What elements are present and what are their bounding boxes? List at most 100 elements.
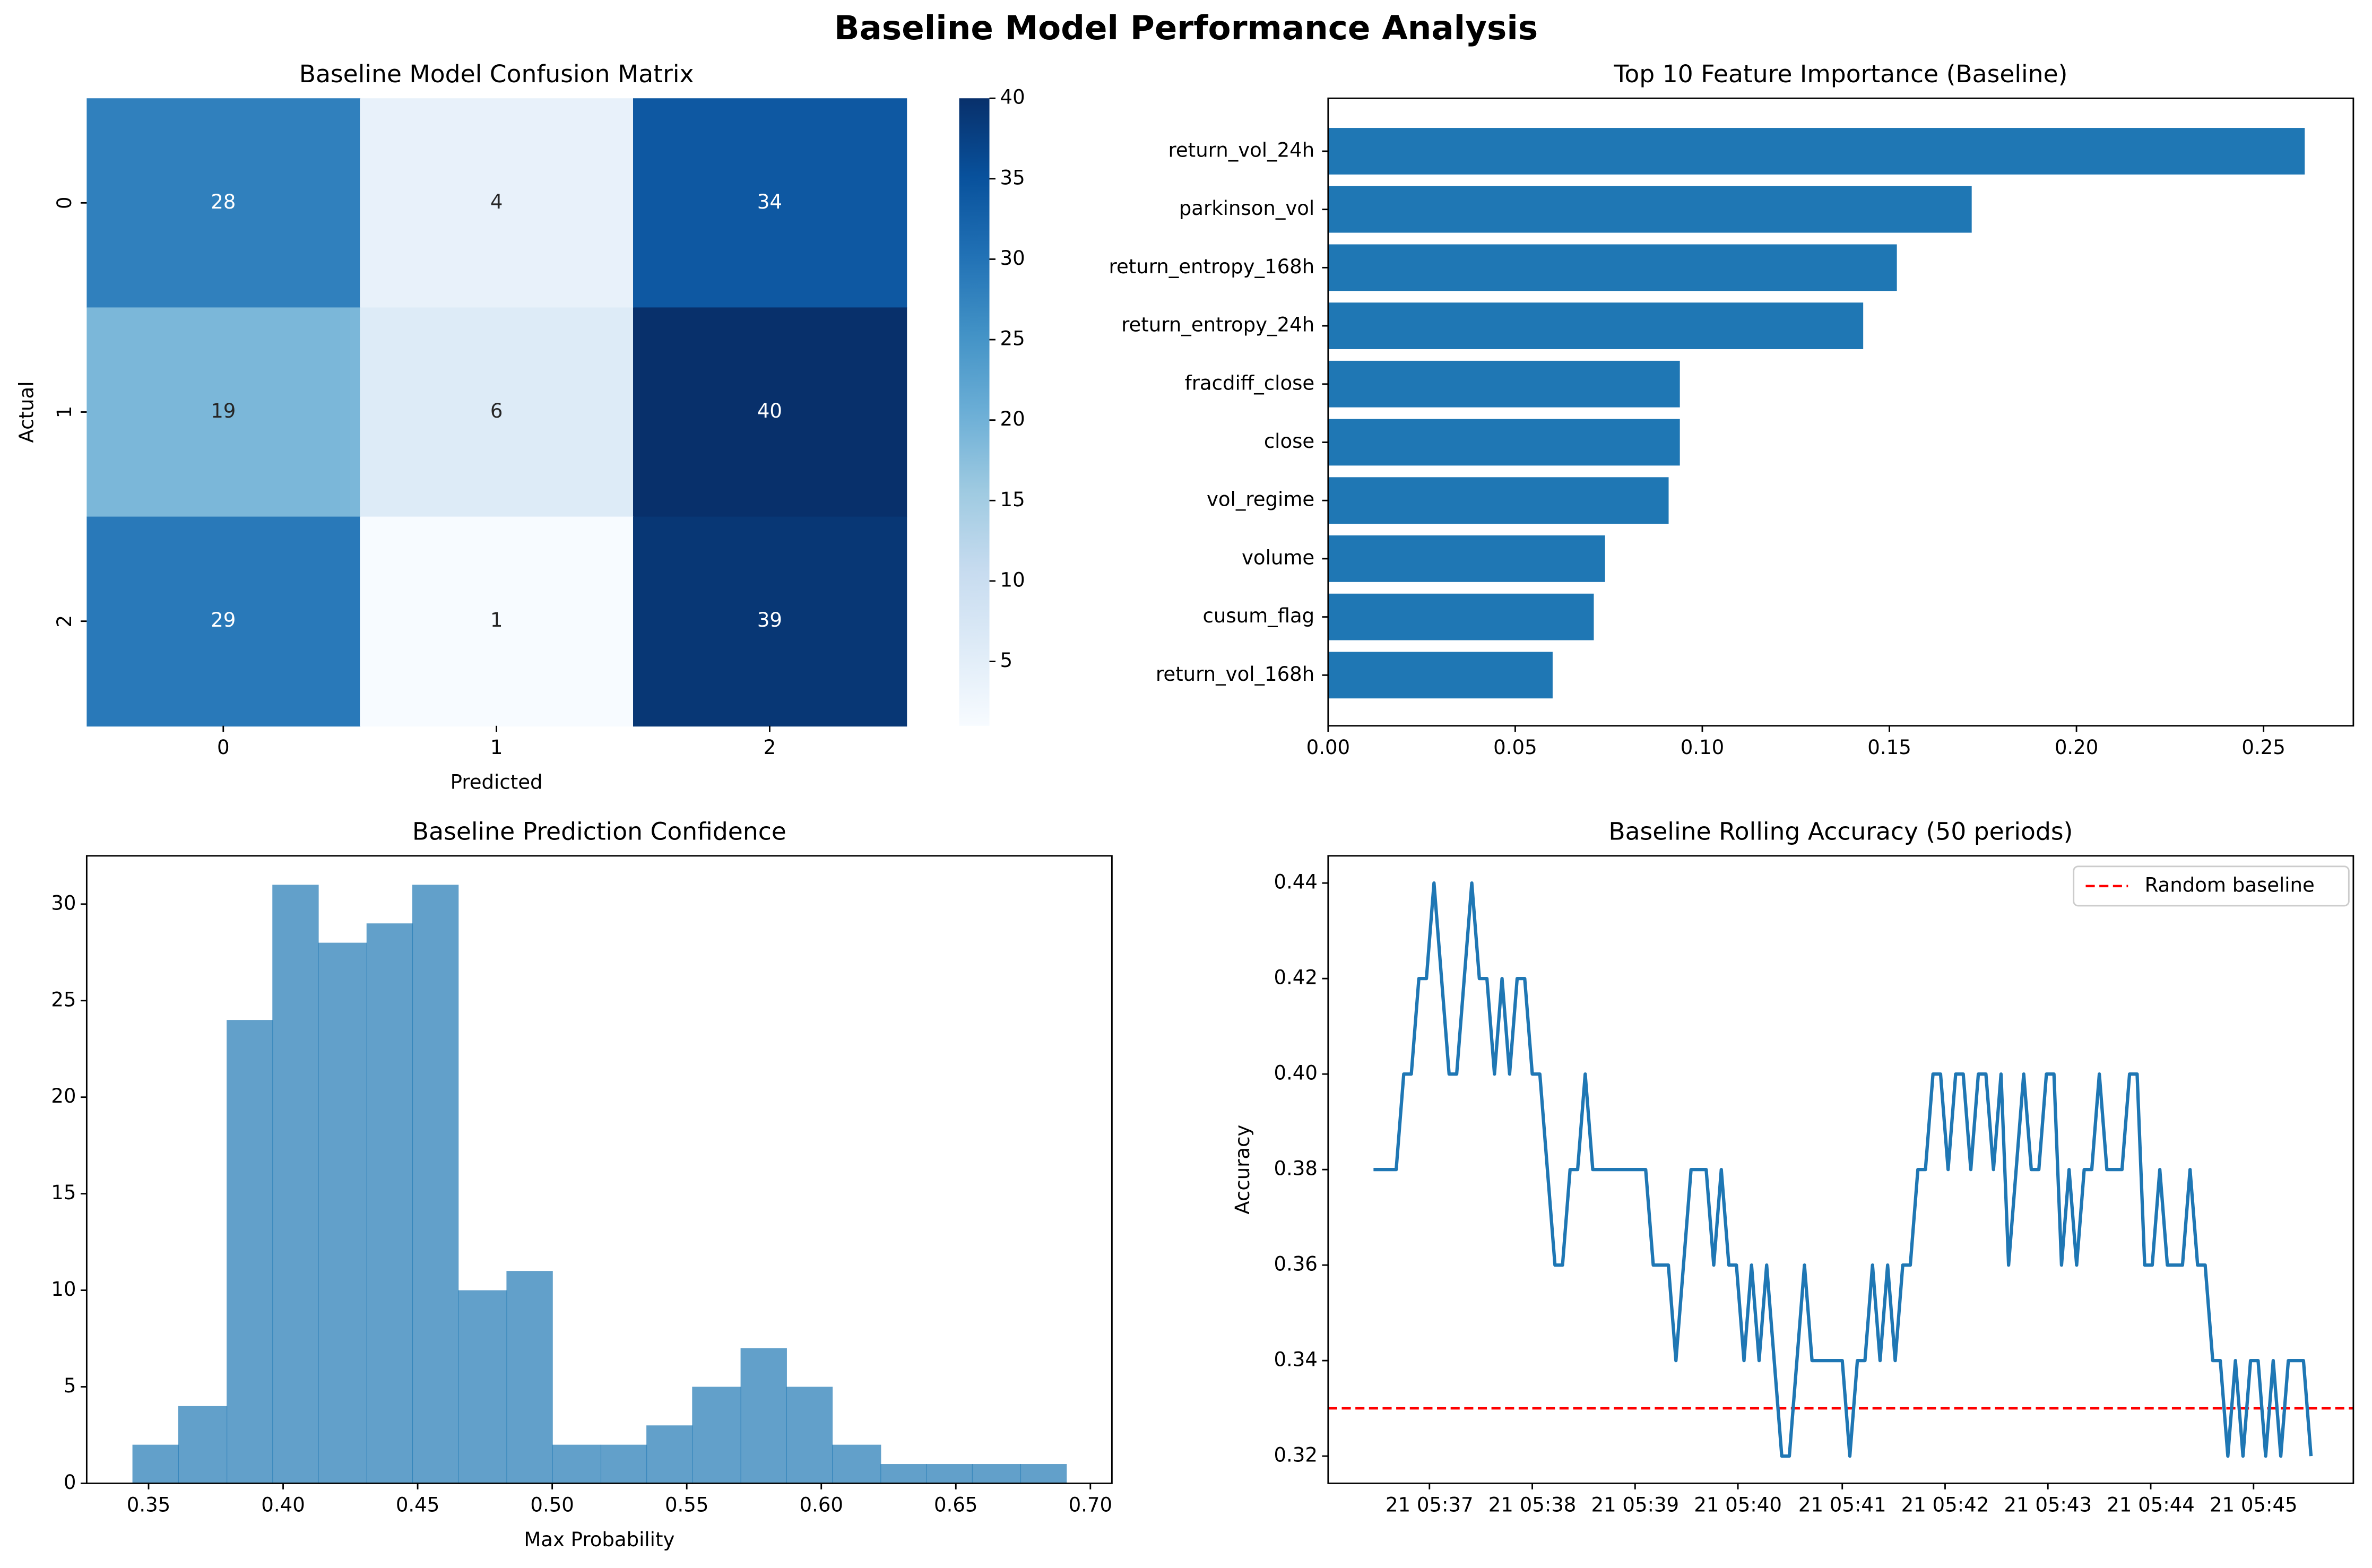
x-tick-label: 21 05:44 [2107,1494,2195,1517]
colorbar-tick-label: 5 [1000,649,1013,672]
histogram-bar [972,1464,1021,1484]
histogram-bar [132,1444,179,1484]
histogram-bar [506,1271,553,1484]
y-tick-label: vol_regime [1207,488,1314,511]
colorbar-tick-label: 15 [1000,488,1025,511]
x-tick-label: 0.55 [665,1494,708,1517]
cell-label: 39 [757,609,782,631]
y-tick-label: 0.36 [1274,1253,1317,1276]
chart-title: Baseline Model Confusion Matrix [299,60,694,88]
heatmap-cell [633,98,907,308]
chart-title: Baseline Rolling Accuracy (50 periods) [1608,818,2073,846]
y-tick-label: 0.32 [1274,1444,1317,1467]
x-tick-label: 0.00 [1306,736,1350,759]
y-tick-label: 0.34 [1274,1348,1317,1371]
histogram-bar [366,923,413,1484]
y-axis-title: Actual [15,381,38,443]
heatmap-cell [86,98,361,308]
y-tick-label: 2 [53,615,76,628]
x-tick-label: 0.65 [934,1494,977,1517]
colorbar-tick-label: 10 [1000,568,1025,591]
bar [1328,535,1605,582]
legend-label: Random baseline [2145,873,2315,896]
x-tick-label: 21 05:41 [1798,1494,1886,1517]
y-tick-label: volume [1242,546,1314,569]
y-tick-label: fracdiff_close [1185,371,1315,394]
y-tick-label: close [1264,430,1314,453]
y-tick-label: 0.44 [1274,871,1317,894]
y-tick-label: return_entropy_168h [1109,255,1315,278]
heatmap-cell [86,307,361,518]
y-tick-label: 1 [53,406,76,419]
x-tick-label: 0.40 [261,1494,305,1517]
heatmap-cell [360,307,634,518]
plot-frame [85,855,1113,1484]
histogram-bar [646,1425,693,1484]
histogram-bar [740,1348,787,1484]
y-tick-label: return_entropy_24h [1121,314,1314,336]
x-tick-label: 0.20 [2055,736,2098,759]
colorbar [959,98,990,726]
heatmap-cell [633,307,907,518]
plot-frame [1327,855,2354,1484]
x-axis-title: Max Probability [524,1528,674,1551]
cell-label: 4 [490,190,503,213]
x-tick-label: 0.35 [127,1494,170,1517]
x-tick-label: 21 05:39 [1591,1494,1680,1517]
cell-label: 19 [211,400,236,422]
x-tick-label: 0.15 [1867,736,1911,759]
legend [2073,865,2350,907]
colorbar-tick-label: 30 [1000,247,1025,270]
x-tick-label: 21 05:38 [1488,1494,1577,1517]
histogram-bar [272,885,319,1484]
bar [1328,593,1594,640]
y-tick-label: 0.38 [1274,1157,1317,1180]
x-tick-label: 21 05:43 [2004,1494,2092,1517]
y-axis-title: Accuracy [1231,1125,1254,1215]
y-tick-label: return_vol_168h [1156,663,1314,686]
y-tick-label: return_vol_24h [1168,138,1314,161]
x-tick-label: 0.10 [1681,736,1724,759]
cell-label: 34 [757,190,782,213]
cell-label: 28 [211,190,236,213]
y-tick-label: 0 [64,1471,76,1494]
colorbar-tick-label: 35 [1000,166,1025,189]
colorbar-tick-label: 20 [1000,408,1025,430]
cell-label: 6 [490,400,503,422]
y-tick-label: 0.40 [1274,1062,1317,1085]
histogram-bar [692,1387,741,1484]
x-tick-label: 1 [490,736,503,759]
histogram-bar [832,1444,881,1484]
bar [1328,302,1864,349]
y-tick-label: 0.42 [1274,966,1317,989]
x-tick-label: 0.60 [799,1494,843,1517]
x-tick-label: 0.25 [2241,736,2285,759]
x-tick-label: 21 05:37 [1386,1494,1474,1517]
y-tick-label: 30 [51,891,76,914]
heatmap-cell [360,98,634,308]
histogram-bar [458,1290,507,1484]
chart-title: Top 10 Feature Importance (Baseline) [1613,60,2067,88]
x-tick-label: 0.50 [530,1494,574,1517]
histogram-bar [318,942,367,1484]
x-tick-label: 21 05:42 [1901,1494,1989,1517]
x-tick-label: 0.70 [1069,1494,1112,1517]
y-tick-label: 15 [51,1181,76,1204]
heatmap-cell [86,516,361,727]
cell-label: 29 [211,609,236,631]
y-tick-label: 5 [64,1374,76,1397]
histogram-bar [600,1444,647,1484]
figure-title: Baseline Model Performance Analysis [834,8,1538,47]
bar [1328,419,1680,466]
plot-frame [1327,97,2354,727]
histogram-bar [412,885,459,1484]
x-tick-label: 0 [217,736,230,759]
y-tick-label: cusum_flag [1202,604,1314,627]
colorbar-tick-label: 25 [1000,327,1025,350]
histogram-bar [178,1406,228,1484]
histogram-bar [1020,1464,1067,1484]
histogram-bar [786,1387,833,1484]
bar [1328,244,1897,291]
cell-label: 40 [757,400,782,422]
bar [1328,128,2305,175]
